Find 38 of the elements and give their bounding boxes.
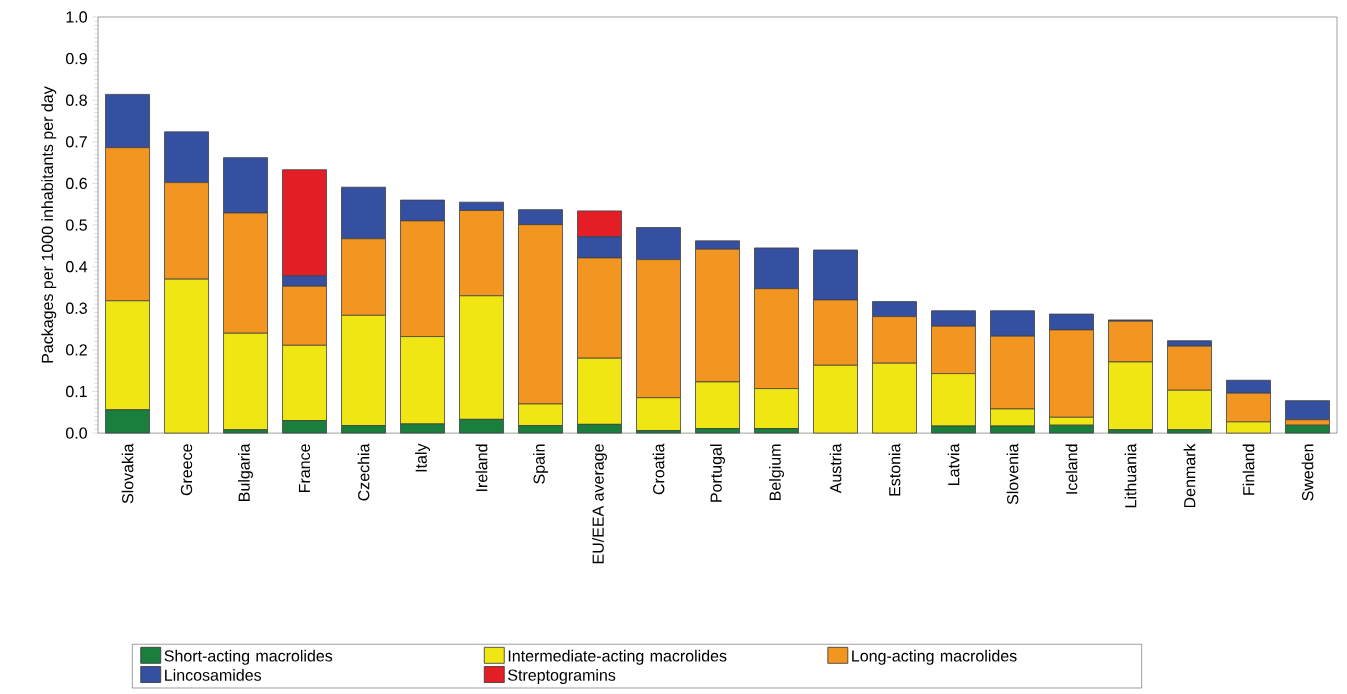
- x-tick-label: Sweden: [1301, 444, 1314, 501]
- x-tick-label: France: [298, 444, 311, 493]
- y-axis-title: Packages per 1000 inhabitants per day: [41, 86, 57, 363]
- legend-label: Streptogramins: [508, 669, 616, 685]
- x-tick-label: Portugal: [710, 444, 725, 503]
- x-tick-label: Spain: [533, 444, 548, 484]
- x-tick-label: Lithuania: [1124, 443, 1137, 508]
- y-tick-label: 1.0: [66, 11, 88, 23]
- y-tick-label: 0.4: [66, 261, 88, 273]
- x-tick-label: Denmark: [1183, 443, 1196, 508]
- y-tick-label: 0.2: [66, 344, 87, 356]
- y-tick-label: 0.9: [66, 53, 87, 65]
- y-tick-label: 0.0: [66, 427, 88, 440]
- legend-label: Lincosamides: [165, 669, 262, 682]
- y-tick-label: 0.3: [66, 302, 87, 315]
- x-tick-label: Finland: [1242, 444, 1255, 495]
- x-tick-label: EU/EEA average: [592, 444, 607, 564]
- y-tick-label: 0.5: [66, 219, 87, 231]
- y-tick-label: 0.8: [66, 94, 87, 107]
- legend-label: Short-acting macrolides: [164, 650, 333, 666]
- y-tick-label: 0.1: [66, 386, 87, 398]
- x-tick-label: Latvia: [947, 443, 960, 486]
- y-tick-label: 0.6: [66, 178, 87, 190]
- legend-label: Long-acting macrolides: [852, 650, 1017, 666]
- x-tick-label: Belgium: [769, 444, 784, 501]
- x-tick-label: Austria: [829, 443, 842, 494]
- y-tick-label: 0.7: [66, 136, 87, 148]
- x-tick-label: Greece: [180, 444, 193, 496]
- x-tick-label: Iceland: [1065, 444, 1078, 494]
- x-tick-label: Ireland: [475, 444, 488, 492]
- x-tick-label: Bulgaria: [238, 443, 253, 502]
- x-tick-label: Slovenia: [1006, 443, 1019, 505]
- x-tick-label: Italy: [415, 443, 430, 472]
- x-tick-label: Croatia: [652, 443, 665, 495]
- legend-label: Intermediate-acting macrolides: [508, 650, 727, 666]
- x-tick-label: Slovakia: [121, 443, 134, 504]
- x-tick-label: Estonia: [888, 443, 901, 496]
- x-tick-label: Czechia: [357, 443, 370, 501]
